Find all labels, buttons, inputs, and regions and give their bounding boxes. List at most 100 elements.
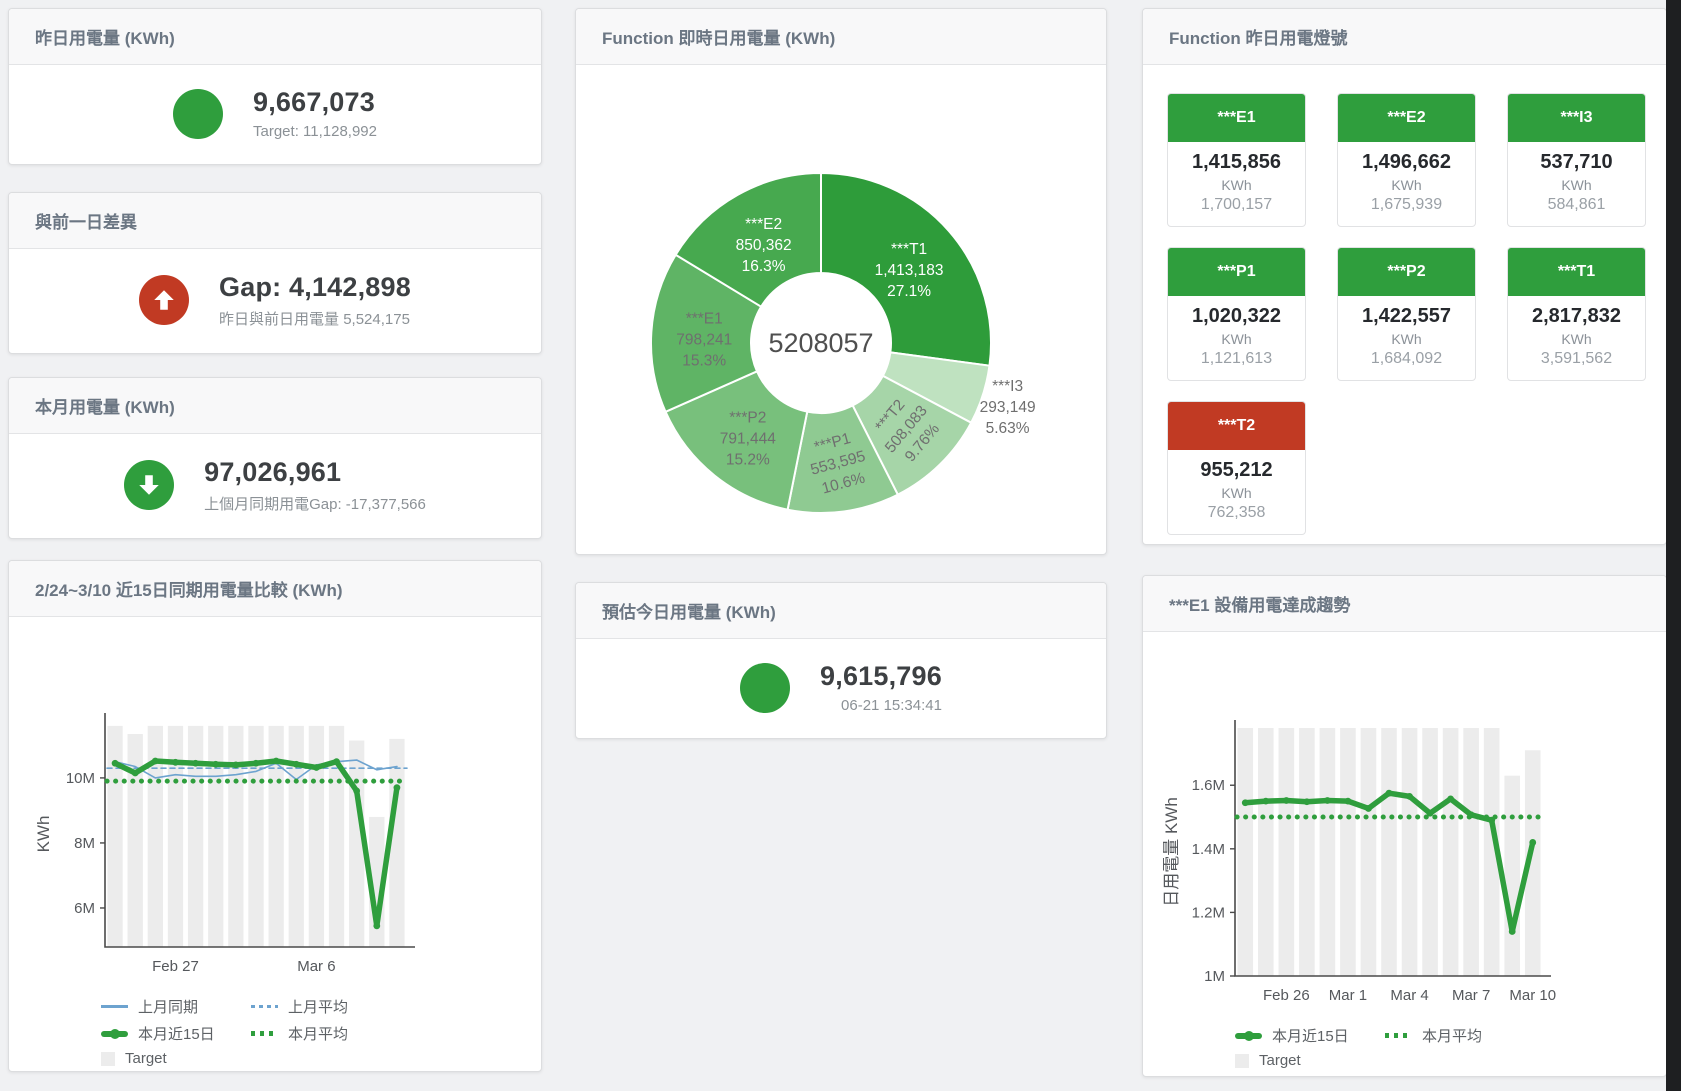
realtime-usage-donut[interactable]: ***T1 1,413,183 27.1%***I3 293,149 5.63%***T… bbox=[576, 65, 1104, 551]
dash-blue-swatch-icon bbox=[251, 1005, 278, 1008]
day-gap-value: Gap: 4,142,898 bbox=[219, 271, 411, 302]
target-bar bbox=[208, 725, 224, 947]
legend-label: 本月平均 bbox=[1422, 1028, 1483, 1045]
light-tile-value: 1,020,322 bbox=[1192, 305, 1281, 327]
legend-item[interactable]: 本月近15日 bbox=[1235, 1025, 1385, 1046]
card-month-usage-title: 本月用電量 (KWh) bbox=[35, 398, 175, 417]
y-tick-label: 1.6M bbox=[1192, 777, 1225, 794]
series-point bbox=[272, 757, 280, 765]
donut-slice-label: ***P2 791,444 15.2% bbox=[720, 409, 776, 468]
month-usage-value: 97,026,961 bbox=[204, 456, 342, 487]
card-today-estimate-header: 預估今日用電量 (KWh) bbox=[576, 583, 1106, 639]
yesterday-usage-target: Target: 11,128,992 bbox=[253, 123, 377, 140]
y-axis-label: 日用電量 KWh bbox=[1162, 797, 1181, 907]
month-usage-gap: 上個月同期用電Gap: -17,377,566 bbox=[204, 495, 426, 513]
series-point bbox=[353, 787, 361, 795]
compare-15day-legend: 上月同期 上月平均 本月近15日 本月平均 Target bbox=[101, 996, 541, 1067]
donut-slice[interactable] bbox=[820, 171, 992, 367]
donut-slice-label: ***I3 293,149 5.63% bbox=[980, 378, 1036, 437]
thick-green-swatch-icon bbox=[101, 1028, 128, 1039]
y-axis-label: KWh bbox=[34, 816, 53, 853]
x-tick-label: Mar 7 bbox=[1452, 987, 1490, 1004]
card-realtime-usage-header: Function 即時日用電量 (KWh) bbox=[576, 9, 1106, 65]
today-estimate-time: 06-21 15:34:41 bbox=[841, 697, 942, 714]
series-point bbox=[1508, 928, 1516, 935]
light-tile-value: 537,710 bbox=[1540, 151, 1613, 173]
series-point bbox=[131, 769, 139, 777]
legend-label: Target bbox=[125, 1050, 167, 1067]
target-bar bbox=[389, 738, 405, 947]
donut-slice[interactable] bbox=[650, 253, 763, 414]
light-tile-target: 762,358 bbox=[1207, 504, 1266, 521]
card-15day-compare: 2/24~3/10 近15日同期用電量比較 (KWh) 6M 8M 10M Feb 2… bbox=[8, 560, 542, 1072]
light-tile-target: 584,861 bbox=[1547, 196, 1606, 213]
series-point bbox=[1344, 797, 1352, 805]
x-tick-label: Mar 6 bbox=[297, 958, 335, 975]
target-bar bbox=[349, 740, 365, 947]
legend-item[interactable]: 本月平均 bbox=[1385, 1025, 1666, 1046]
chart-axes bbox=[104, 713, 415, 948]
light-tile: ***T2 955,212 KWh 762,358 bbox=[1167, 401, 1306, 535]
series-point bbox=[1385, 789, 1393, 797]
light-tile-value: 1,496,662 bbox=[1362, 151, 1451, 173]
card-day-gap-title: 與前一日差異 bbox=[35, 213, 137, 232]
target-bar bbox=[187, 725, 204, 947]
status-circle-icon bbox=[173, 88, 223, 139]
series-point bbox=[333, 758, 340, 766]
legend-item[interactable]: 本月平均 bbox=[251, 1023, 541, 1044]
target-bar bbox=[127, 734, 143, 947]
legend-label: 本月平均 bbox=[288, 1026, 349, 1043]
light-tile: ***E2 1,496,662 KWh 1,675,939 bbox=[1337, 93, 1476, 227]
legend-item[interactable]: 本月近15日 bbox=[101, 1023, 251, 1044]
day-gap-sub: 昨日與前日用電量 5,524,175 bbox=[219, 310, 410, 328]
target-bar bbox=[228, 725, 244, 947]
x-tick-label: Mar 4 bbox=[1390, 987, 1428, 1004]
card-realtime-usage-title: Function 即時日用電量 (KWh) bbox=[602, 29, 836, 48]
light-tile-unit: KWh bbox=[1221, 485, 1252, 501]
target-bar bbox=[1360, 728, 1377, 976]
y-tick-label: 1.4M bbox=[1192, 841, 1225, 858]
legend-item[interactable]: Target bbox=[1235, 1052, 1385, 1069]
legend-item[interactable]: Target bbox=[101, 1050, 251, 1067]
card-month-usage: 本月用電量 (KWh) 97,026,961 上個月同期用電Gap: -17,3… bbox=[8, 377, 542, 539]
donut-slice[interactable] bbox=[664, 370, 809, 511]
legend-item[interactable]: 上月同期 bbox=[101, 996, 251, 1017]
target-bar bbox=[1504, 775, 1521, 976]
light-tile-unit: KWh bbox=[1391, 177, 1422, 193]
card-yesterday-lights: Function 昨日用電燈號 ***E1 1,415,856 KWh 1,700,1… bbox=[1142, 8, 1667, 545]
line-blue-swatch-icon bbox=[101, 1005, 128, 1008]
light-tile-label: ***E2 bbox=[1338, 94, 1475, 142]
card-e1-trend: ***E1 設備用電達成趨勢 1M 1.2M 1.4M 1.6M Feb 26 Mar 1… bbox=[1142, 575, 1667, 1077]
light-tile-value: 955,212 bbox=[1200, 459, 1273, 481]
compare-15day-chart[interactable]: 6M 8M 10M Feb 27 Mar 6 KWh bbox=[9, 617, 539, 983]
light-tile-value: 1,415,856 bbox=[1192, 151, 1281, 173]
light-tile: ***E1 1,415,856 KWh 1,700,157 bbox=[1167, 93, 1306, 227]
light-tile-unit: KWh bbox=[1221, 331, 1252, 347]
card-today-estimate-title: 預估今日用電量 (KWh) bbox=[602, 603, 776, 622]
light-tile-unit: KWh bbox=[1391, 331, 1422, 347]
target-bar bbox=[1319, 728, 1336, 976]
donut-slice[interactable] bbox=[674, 171, 822, 309]
e1-trend-chart[interactable]: 1M 1.2M 1.4M 1.6M Feb 26 Mar 1 Mar 4 Mar 7 Mar 1… bbox=[1143, 632, 1664, 1012]
light-tile-target: 1,121,613 bbox=[1200, 350, 1273, 367]
x-tick-label: Feb 26 bbox=[1263, 987, 1310, 1004]
light-tiles-grid: ***E1 1,415,856 KWh 1,700,157 ***E2 1,496,662… bbox=[1143, 65, 1666, 535]
target-bar bbox=[248, 725, 264, 947]
legend-item[interactable]: 上月平均 bbox=[251, 996, 541, 1017]
dot-green-swatch-icon bbox=[1385, 1033, 1412, 1038]
y-tick-label: 8M bbox=[74, 835, 95, 852]
series-point bbox=[373, 922, 381, 930]
target-bar bbox=[1483, 728, 1500, 976]
legend-label: 上月同期 bbox=[138, 999, 199, 1016]
series-point bbox=[292, 760, 300, 768]
series-point bbox=[212, 760, 220, 768]
light-tile-label: ***P1 bbox=[1168, 248, 1305, 296]
target-bar bbox=[1401, 728, 1418, 976]
window-scrollbar[interactable] bbox=[1666, 0, 1681, 1091]
light-tile: ***T1 2,817,832 KWh 3,591,562 bbox=[1507, 247, 1646, 381]
y-tick-label: 1M bbox=[1204, 968, 1225, 985]
target-bar bbox=[1257, 728, 1274, 976]
card-e1-trend-header: ***E1 設備用電達成趨勢 bbox=[1143, 576, 1666, 632]
target-bar bbox=[167, 725, 184, 947]
